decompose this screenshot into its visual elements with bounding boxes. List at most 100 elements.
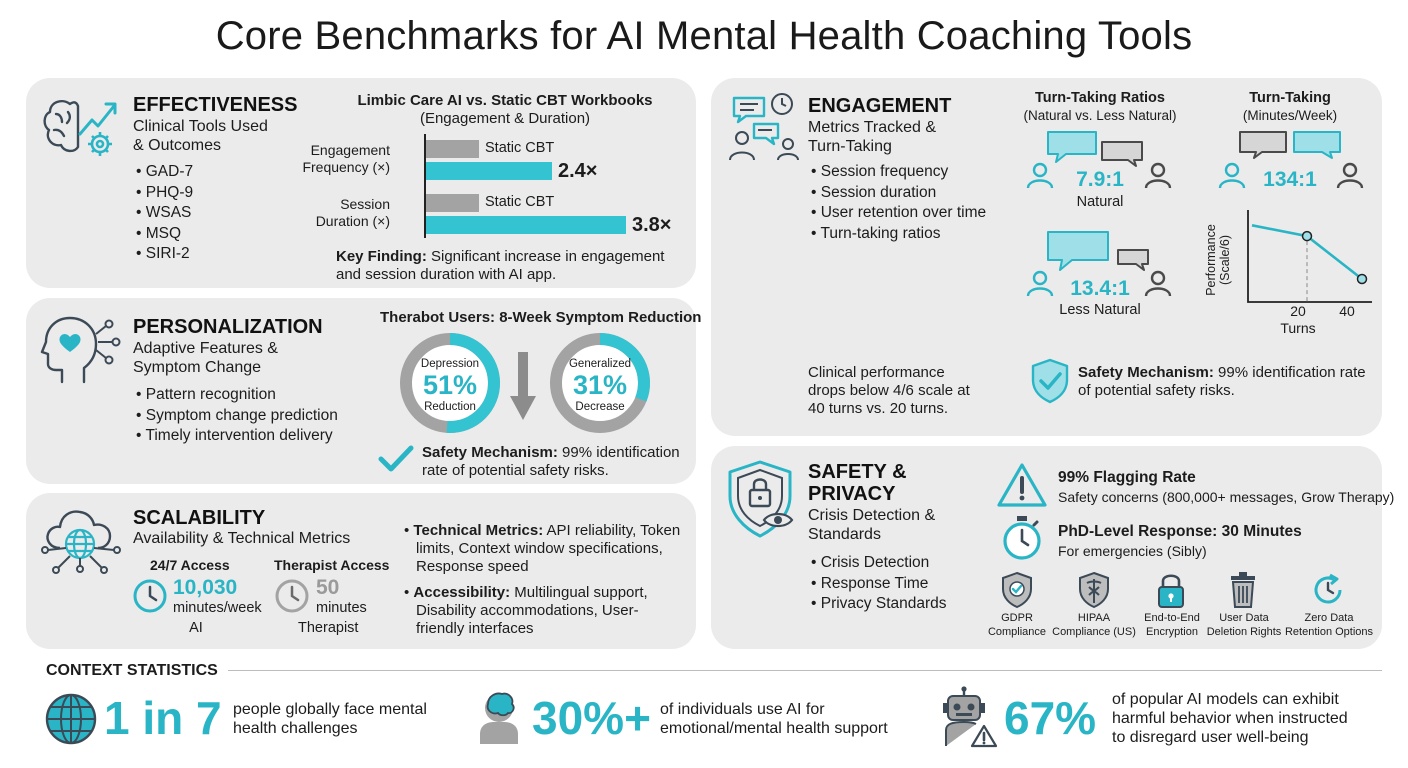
robot-warning-icon — [943, 686, 998, 748]
clinical-note: Clinical performance — [808, 364, 945, 381]
warning-icon — [997, 463, 1047, 507]
engagement-subtitle-2: Turn-Taking — [808, 138, 892, 155]
key-finding: Key Finding: Significant increase in eng… — [336, 248, 686, 265]
cloud-network-icon — [41, 510, 121, 574]
shield-check-icon — [1002, 571, 1032, 609]
technical-metrics-line-3: Response speed — [416, 558, 529, 575]
ai-name: AI — [189, 620, 203, 636]
therapist-name: Therapist — [298, 620, 359, 636]
flagging-text: Safety concerns (800,000+ messages, Grow… — [1058, 489, 1395, 505]
personalization-safety-line-2: rate of potential safety risks. — [422, 462, 609, 479]
stat-text: of individuals use AI for — [660, 701, 825, 718]
stat-value: 1 in 7 — [104, 692, 222, 744]
head-heart-icon — [40, 316, 121, 384]
accessibility: • Accessibility: Multilingual support, — [404, 584, 648, 601]
list-item: Turn-taking ratios — [811, 224, 986, 245]
list-item: Pattern recognition — [136, 385, 338, 406]
static-cbt-bar-engagement — [426, 140, 479, 158]
accessibility-text: Multilingual support, — [510, 584, 648, 601]
phd-response-text: For emergencies (Sibly) — [1058, 543, 1207, 559]
effectiveness-subtitle-2: & Outcomes — [133, 137, 222, 154]
less-natural-ratio-label: Less Natural — [1059, 302, 1141, 318]
checkmark-icon — [378, 445, 414, 472]
donut-value: 51% — [422, 370, 478, 400]
clinical-note-line-2: drops below 4/6 scale at — [808, 382, 970, 399]
badge-label: HIPAA — [1077, 612, 1111, 624]
perf-xlabel: Turns — [1280, 320, 1316, 336]
donut-chart-title: Therabot Users: 8-Week Symptom Reduction — [380, 309, 702, 326]
badge-label: GDPR — [1001, 612, 1033, 624]
list-item: Crisis Detection — [811, 553, 947, 574]
donut-value: 31% — [572, 370, 628, 400]
personalization-safety: Safety Mechanism: 99% identification — [422, 444, 680, 461]
scalability-card — [26, 493, 696, 649]
shield-check-icon — [1031, 358, 1069, 404]
effectiveness-heading: EFFECTIVENESS — [133, 94, 298, 116]
donut-top-label: Generalized — [568, 358, 631, 370]
chart-title: Limbic Care AI vs. Static CBT Workbooks — [357, 92, 653, 109]
badge-label: Deletion Rights — [1206, 626, 1282, 638]
trash-icon — [1231, 572, 1255, 608]
perf-data-point — [1301, 230, 1313, 242]
accessibility-line-3: friendly interfaces — [416, 620, 534, 637]
list-item: Timely intervention delivery — [136, 426, 338, 447]
category-label: Engagement — [310, 142, 390, 158]
chart-axis — [424, 134, 426, 238]
ai-minutes-value: 10,030 — [173, 576, 238, 599]
perf-tick-label: 20 — [1290, 303, 1306, 319]
stat-text: people globally face mental — [233, 701, 427, 718]
natural-ratio-value: 7.9:1 — [1076, 168, 1124, 191]
perf-data-point — [1356, 273, 1368, 285]
perf-ylabel-line-2: (Scale/6) — [1218, 234, 1232, 286]
less-natural-ratio-value: 13.4:1 — [1070, 277, 1130, 300]
accessibility-line-2: Disability accommodations, User- — [416, 602, 639, 619]
list-item: PHQ-9 — [136, 183, 193, 204]
list-item: SIRI-2 — [136, 244, 193, 265]
key-finding-label: Key Finding: — [336, 248, 427, 265]
clock-icon — [133, 579, 167, 613]
clock-icon-grey — [275, 579, 309, 613]
clinical-tools-list: GAD-7 PHQ-9 WSAS MSQ SIRI-2 — [136, 162, 193, 265]
bar-chart: Engagement Frequency (×) Session Duratio… — [300, 132, 690, 242]
therapist-minutes-value: 50 — [316, 576, 340, 599]
badge-label: End-to-End — [1144, 612, 1200, 624]
ai-bar-engagement — [426, 162, 552, 180]
conversation-natural-icon — [1026, 131, 1172, 189]
stat-text-line-3: to disregard user well-being — [1112, 729, 1309, 746]
lock-icon — [1158, 574, 1184, 608]
safety-text: 99% identification rate — [1213, 364, 1366, 381]
engagement-subtitle: Metrics Tracked & — [808, 119, 937, 136]
scalability-heading: SCALABILITY — [133, 507, 266, 529]
list-item: Session duration — [811, 183, 986, 204]
clinical-note-line-3: 40 turns vs. 20 turns. — [808, 400, 949, 417]
effectiveness-subtitle: Clinical Tools Used — [133, 118, 268, 135]
chart-subtitle: (Engagement & Duration) — [419, 110, 591, 127]
donut-value-arc — [550, 333, 650, 433]
key-finding-text: Significant increase in engagement — [426, 248, 665, 265]
category-label: Session — [340, 196, 390, 212]
brain-gear-icon — [43, 100, 117, 156]
perf-ylabel: Performance (Scale/6) — [1204, 212, 1232, 308]
key-finding-line-2: and session duration with AI app. — [336, 266, 557, 283]
accessibility-label: Accessibility: — [413, 584, 511, 601]
therapist-minutes-unit: minutes — [316, 600, 367, 616]
personalization-subtitle: Adaptive Features & — [133, 340, 278, 357]
perf-ylabel-line-1: Performance — [1204, 224, 1218, 296]
stat-text-line-2: health challenges — [233, 720, 358, 737]
ai-bar-duration — [426, 216, 626, 234]
list-item: MSQ — [136, 224, 193, 245]
refresh-clock-icon — [1314, 573, 1342, 604]
ai-minutes-unit: minutes/week — [173, 600, 262, 616]
chat-people-icon — [729, 93, 799, 161]
engagement-safety-line-2: of potential safety risks. — [1078, 382, 1235, 399]
engagement-heading: ENGAGEMENT — [808, 95, 952, 117]
stat-text: of popular AI models can exhibit — [1112, 691, 1339, 708]
list-item: WSAS — [136, 203, 193, 224]
page-title: Core Benchmarks for AI Mental Health Coa… — [215, 14, 1193, 58]
donut-top-label: Depression — [420, 358, 480, 370]
safety-text: 99% identification — [557, 444, 680, 461]
performance-line-chart — [1247, 210, 1372, 303]
phd-response-title: PhD-Level Response: 30 Minutes — [1058, 523, 1302, 540]
donut-value-arc — [400, 333, 500, 433]
bar-series-label: Static CBT — [485, 194, 555, 210]
